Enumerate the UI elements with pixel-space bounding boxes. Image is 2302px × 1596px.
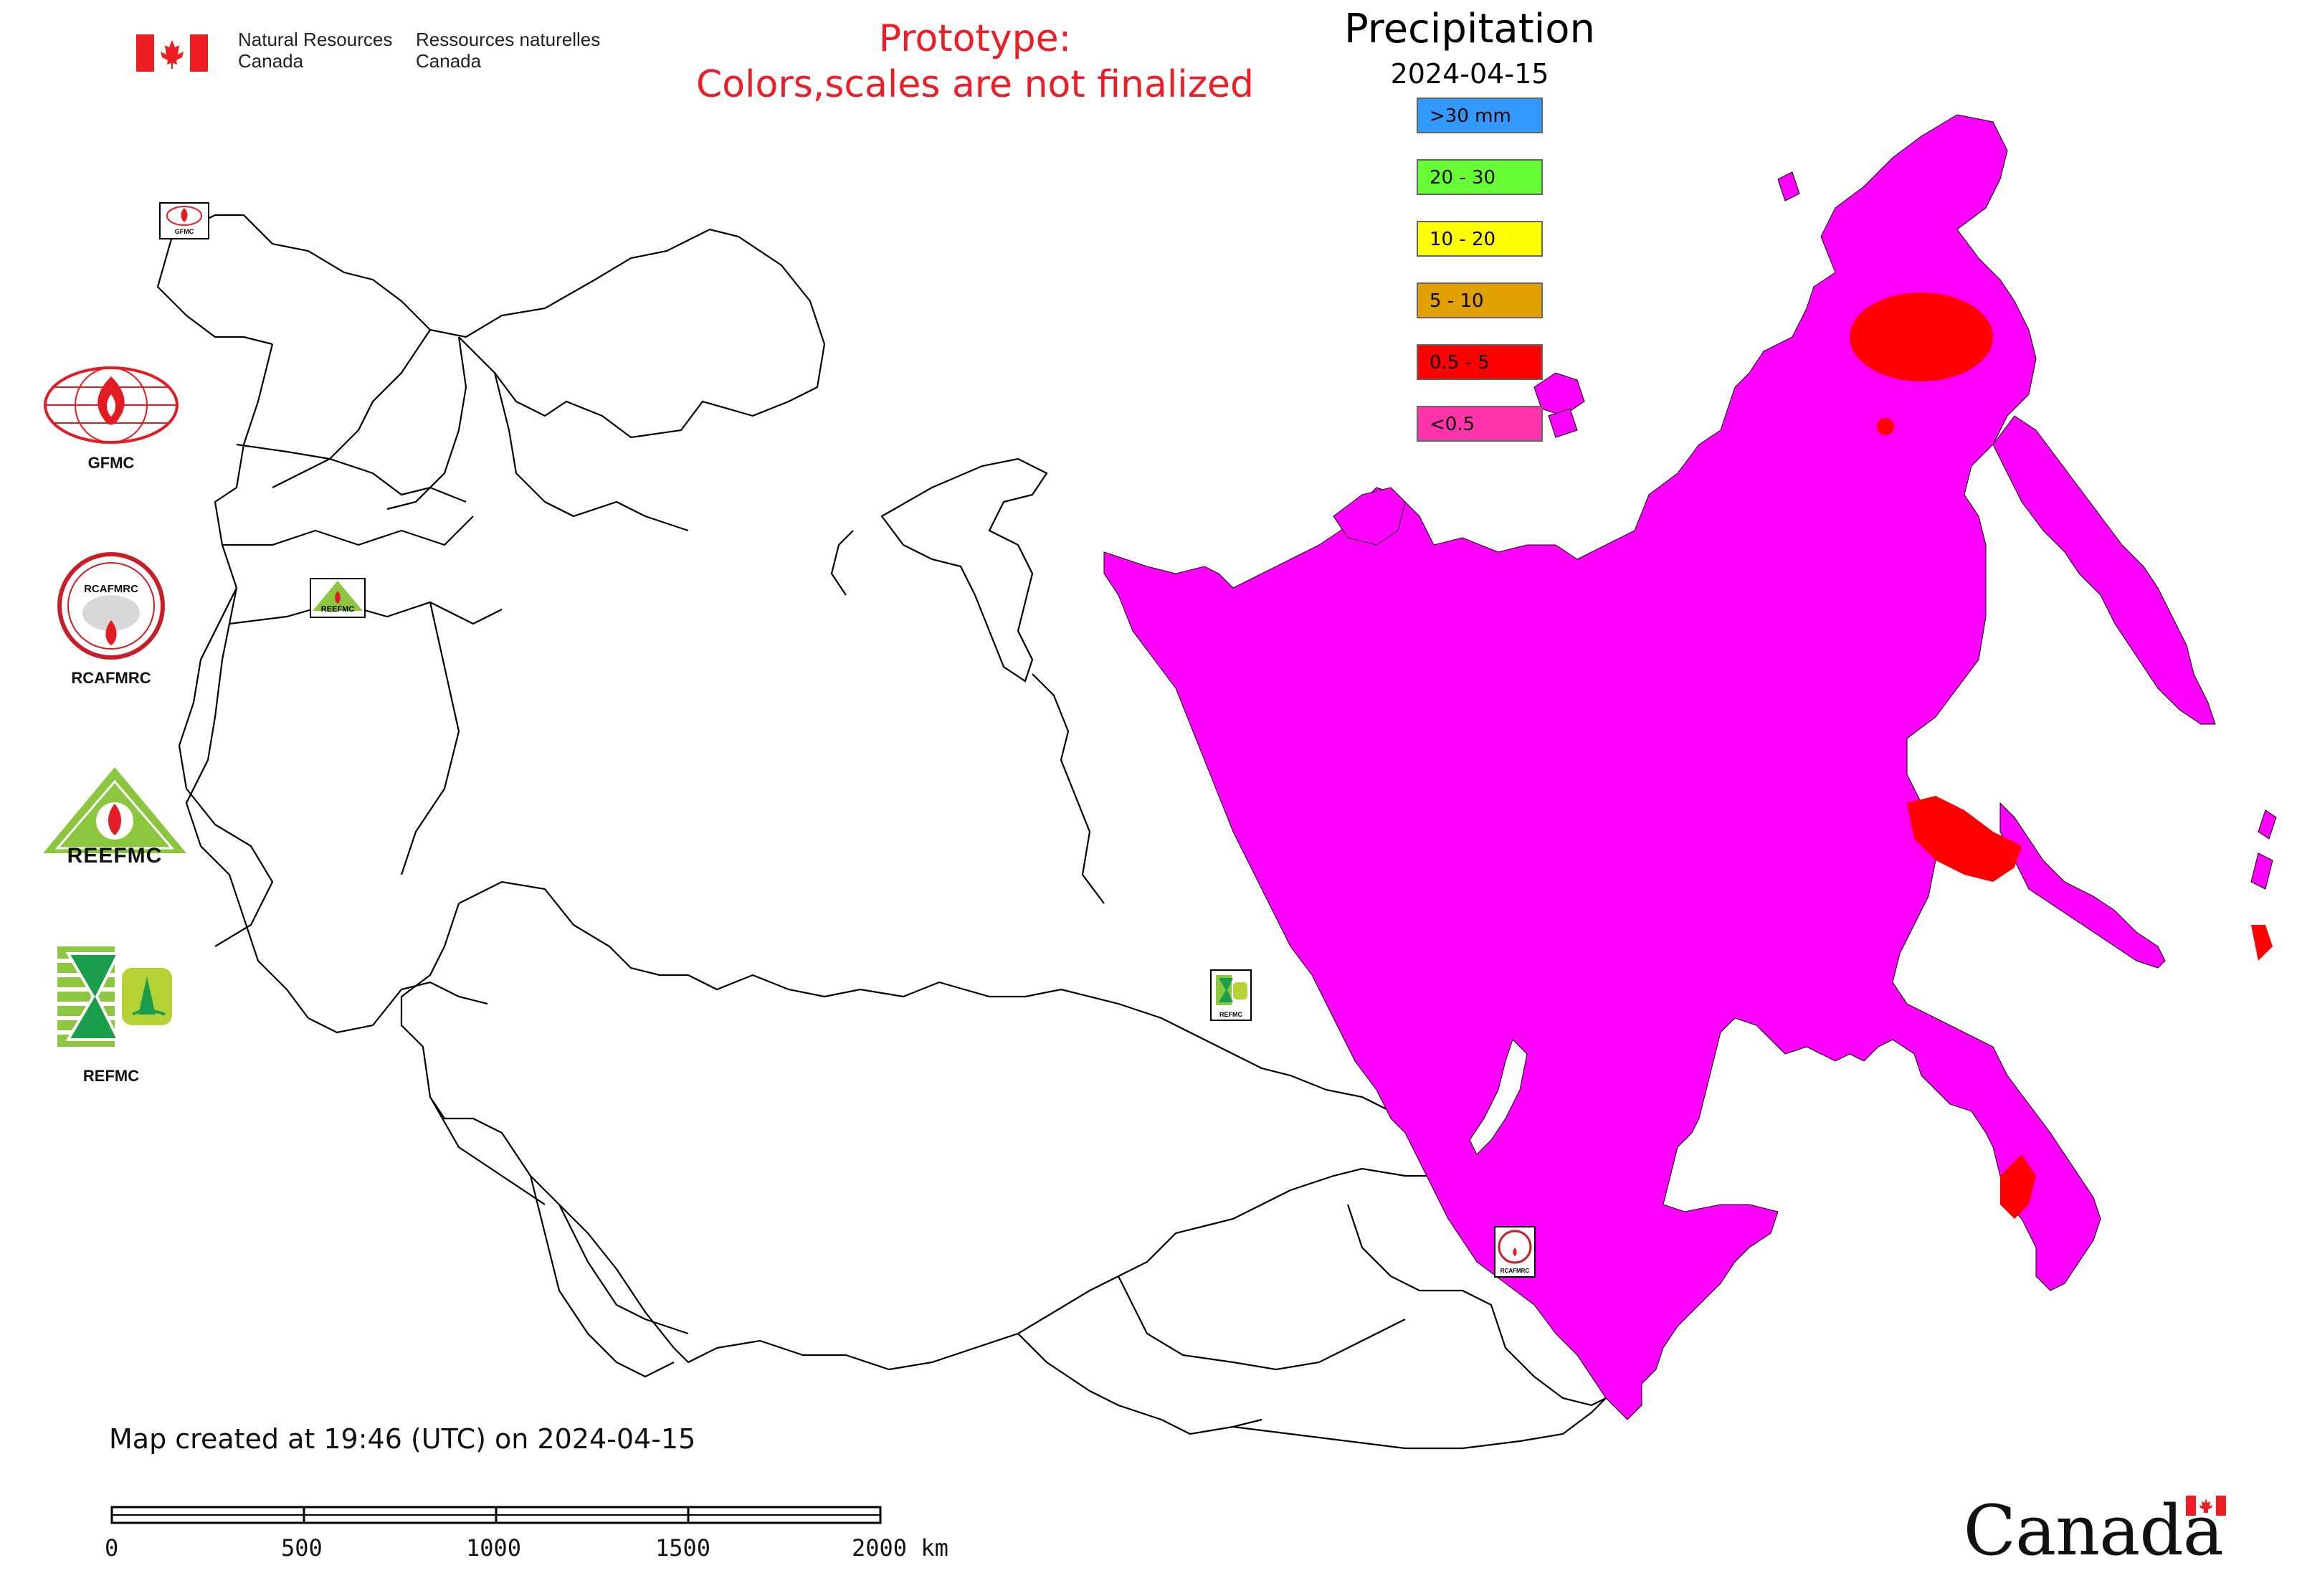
nrcan-fr-line1: Ressources naturelles xyxy=(416,29,601,50)
reefmc-marker-label: REEFMC xyxy=(320,605,355,614)
rcafmrc-seal-icon xyxy=(57,552,165,660)
scale-tick-500: 500 xyxy=(281,1534,323,1562)
scale-tick-0: 0 xyxy=(105,1534,119,1562)
canada-wordmark-text: Canada xyxy=(1963,1491,2224,1571)
nrcan-en-line2: Canada xyxy=(238,50,304,72)
gfmc-label: GFMC xyxy=(87,454,135,472)
precipitation-fill-area xyxy=(1103,114,2277,1420)
rcafmrc-seal-text: RCAFMRC xyxy=(84,583,138,595)
scale-bar xyxy=(110,1506,882,1524)
prototype-line2: Colors,scales are not finalized xyxy=(695,63,1255,106)
nrcan-fr-line2: Canada xyxy=(416,50,482,72)
reefmc-logo: REEFMC xyxy=(36,764,194,871)
country-boundaries xyxy=(156,214,1607,1450)
legend-item-5-10: 5 - 10 xyxy=(1417,282,1543,318)
refmc-sigma-icon xyxy=(57,946,172,1047)
scale-tick-1000: 1000 xyxy=(466,1534,522,1562)
rcafmrc-label: RCAFMRC xyxy=(71,669,151,687)
legend-item-10-20: 10 - 20 xyxy=(1417,221,1543,257)
scale-tick-2000-km: 2000 km xyxy=(852,1534,948,1562)
rcafmrc-marker-icon xyxy=(1498,1230,1532,1264)
rcafmrc-marker-label: RCAFMRC xyxy=(1500,1268,1530,1274)
legend-item-20-30: 20 - 30 xyxy=(1417,159,1543,195)
legend-item-over-30: >30 mm xyxy=(1417,98,1543,133)
nrcan-signature: Natural Resources Canada Ressources natu… xyxy=(136,29,609,79)
prototype-notice: Prototype: Colors,scales are not finaliz… xyxy=(645,16,1305,108)
refmc-label: REFMC xyxy=(82,1067,140,1085)
legend-title: Precipitation xyxy=(1343,6,1596,52)
map-marker-gfmc[interactable]: GFMC xyxy=(159,202,209,239)
map-created-timestamp: Map created at 19:46 (UTC) on 2024-04-15 xyxy=(109,1423,696,1455)
legend-item-0_5-5: 0.5 - 5 xyxy=(1417,344,1543,380)
gfmc-globe-icon xyxy=(44,366,179,444)
prototype-line1: Prototype: xyxy=(878,17,1072,60)
map-marker-rcafmrc[interactable]: RCAFMRC xyxy=(1494,1226,1536,1278)
gfmc-logo: GFMC xyxy=(39,362,183,477)
reefmc-triangle-icon xyxy=(43,767,186,853)
gfmc-marker-label: GFMC xyxy=(174,228,194,235)
map-marker-reefmc[interactable]: REEFMC xyxy=(310,578,366,618)
rcafmrc-logo: RCAFMRC RCAFMRC xyxy=(39,548,183,692)
wordmark-flag-icon xyxy=(2186,1496,2226,1516)
refmc-logo: REFMC xyxy=(39,939,183,1097)
legend-date: 2024-04-15 xyxy=(1390,58,1549,90)
legend-item-under-0_5: <0.5 xyxy=(1417,406,1543,442)
canada-flag-icon xyxy=(136,34,208,72)
refmc-marker-label: REFMC xyxy=(1219,1011,1242,1018)
gfmc-marker-icon xyxy=(166,206,202,226)
map-marker-refmc[interactable]: REFMC xyxy=(1210,969,1252,1021)
refmc-marker-icon xyxy=(1216,975,1247,1005)
canada-wordmark: Canada xyxy=(1963,1491,2226,1571)
scale-tick-1500: 1500 xyxy=(655,1534,711,1562)
reefmc-marker-icon xyxy=(313,581,363,611)
reefmc-label: REEFMC xyxy=(67,844,163,868)
nrcan-en-line1: Natural Resources xyxy=(238,29,393,50)
